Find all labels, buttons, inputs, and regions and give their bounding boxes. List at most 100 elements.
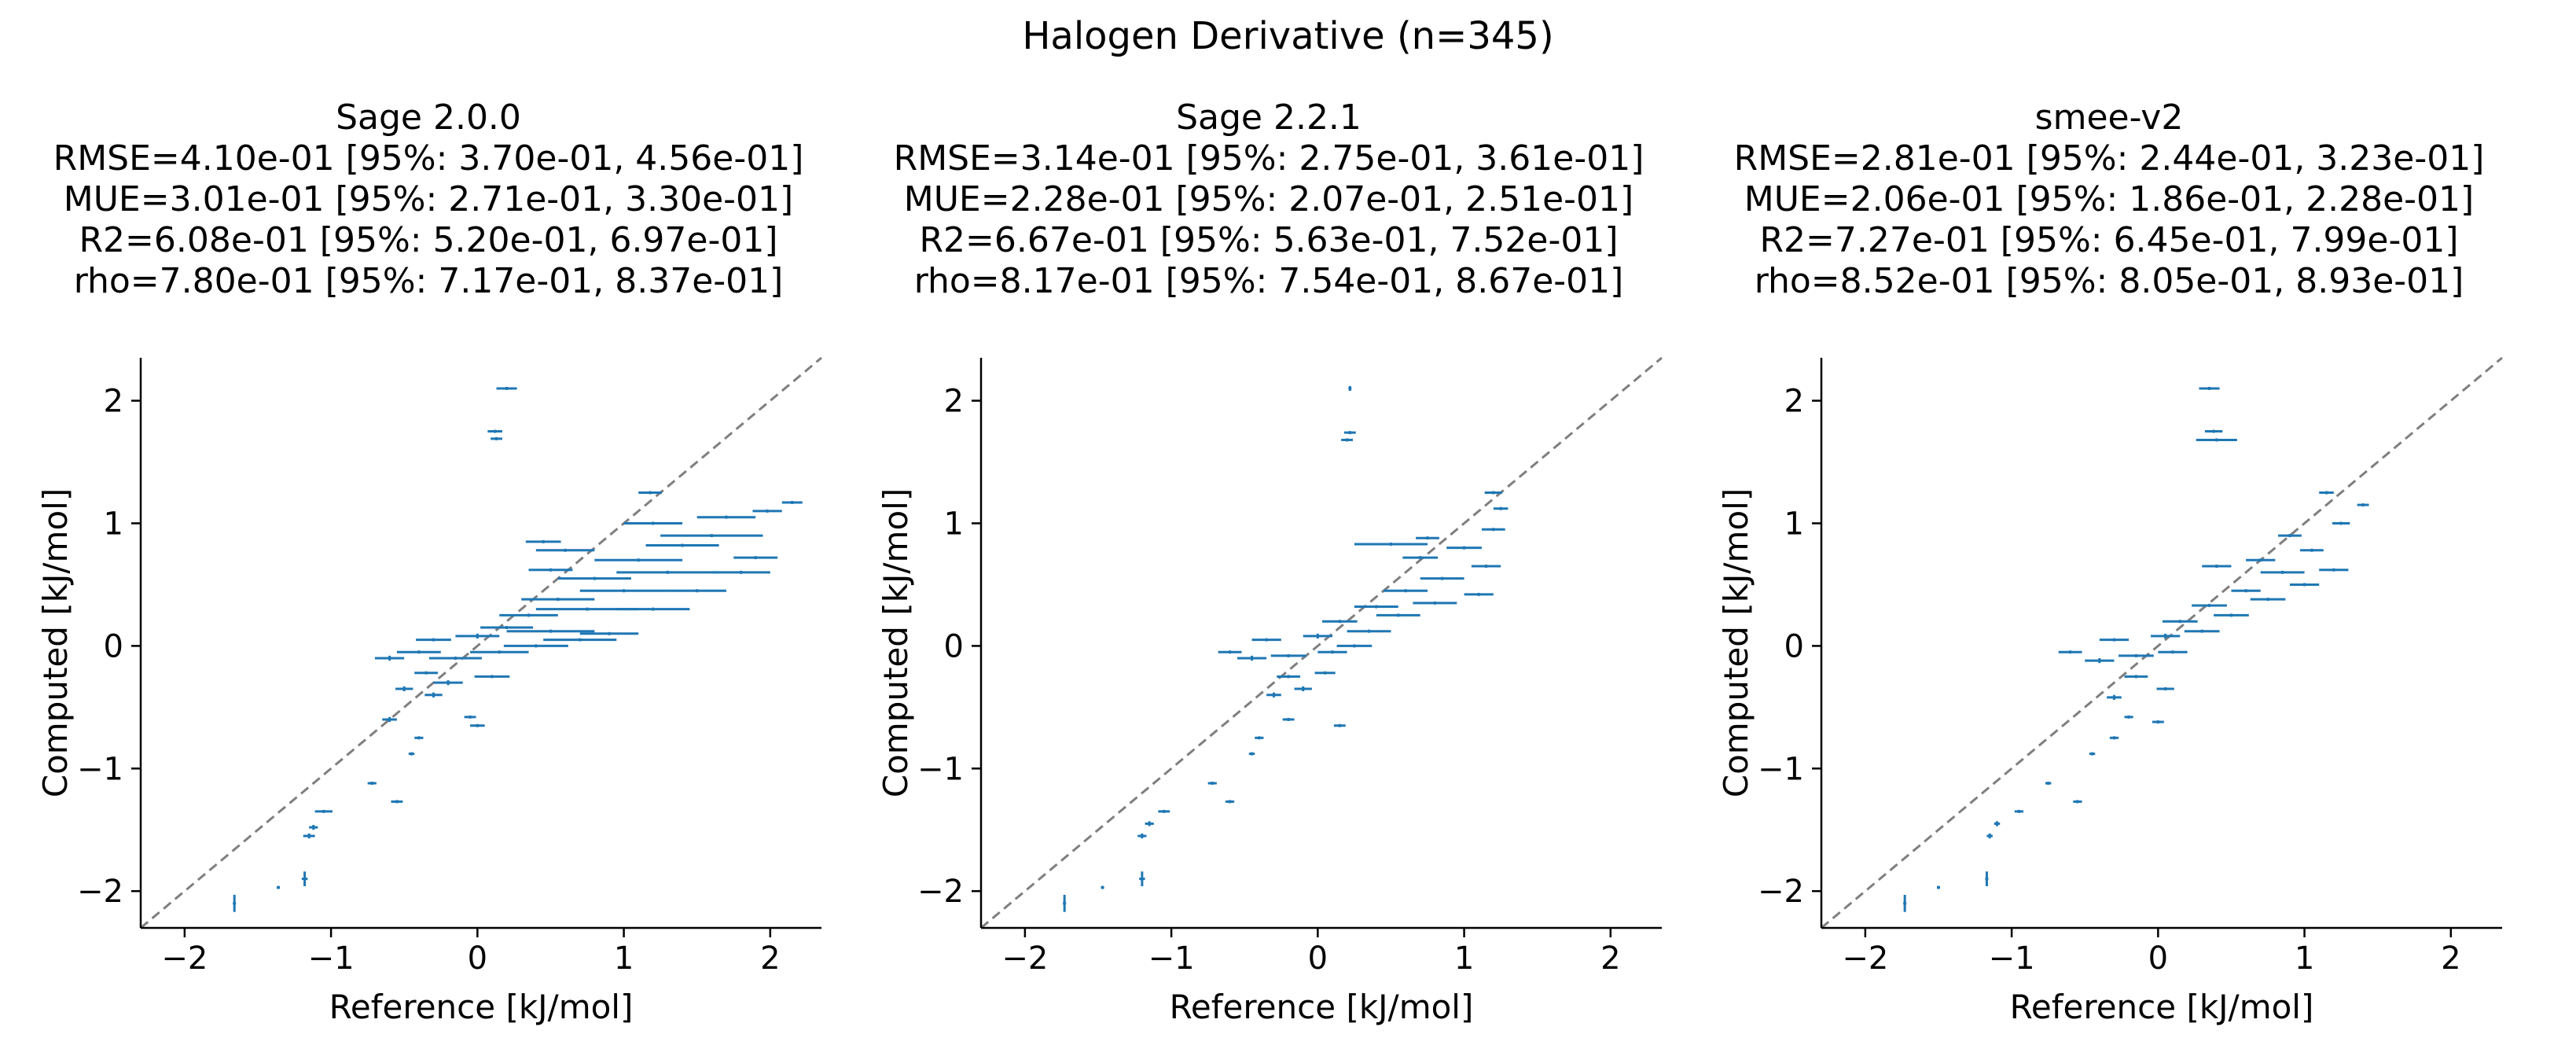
data-point	[594, 558, 683, 562]
stat-rho: rho=8.17e-01 [95%: 7.54e-01, 8.67e-01]	[913, 261, 1624, 301]
data-point	[2124, 675, 2148, 679]
stat-rho: rho=8.52e-01 [95%: 8.05e-01, 8.93e-01]	[1754, 261, 2464, 301]
data-point	[1348, 385, 1352, 392]
data-point	[301, 871, 308, 886]
data-point	[1282, 717, 1295, 721]
x-tick-label: −2	[1001, 940, 1048, 977]
data-point	[1481, 528, 1505, 532]
data-point	[2332, 521, 2350, 525]
data-point	[1446, 546, 1482, 550]
data-point	[277, 885, 281, 889]
scatter-plot: −2 −1 0 1 2 −2 −1 0 1 2 Reference [kJ/mol] Computed…	[1717, 356, 2503, 1026]
panel-title: smee-v2 RMSE=2.81e-01 [95%: 2.44e-01, 3.…	[1716, 98, 2502, 302]
data-point	[1936, 885, 1940, 889]
data-point	[645, 543, 719, 547]
x-tick-label: 0	[2148, 940, 2168, 977]
data-point	[1376, 613, 1420, 617]
scatter-plot: −2 −1 0 1 2 −2 −1 0 1 2 Reference [kJ/mol] Computed…	[876, 356, 1663, 1026]
stat-r2: R2=6.67e-01 [95%: 5.63e-01, 7.52e-01]	[919, 220, 1619, 260]
chart-panel-sage-2-2-1: Sage 2.2.1 RMSE=3.14e-01 [95%: 2.75e-01,…	[876, 0, 1663, 1049]
stat-rmse: RMSE=2.81e-01 [95%: 2.44e-01, 3.23e-01]	[1733, 138, 2485, 179]
data-point	[557, 576, 631, 580]
data-point	[1347, 629, 1391, 633]
data-point	[464, 715, 476, 719]
data-point	[1270, 653, 1306, 657]
x-tick-label: 1	[614, 940, 634, 977]
data-point	[1255, 736, 1264, 740]
data-point	[470, 723, 485, 727]
figure-title: Halogen Derivative (n=345)	[1022, 14, 1554, 58]
data-point	[1303, 633, 1332, 639]
y-tick-label: −1	[917, 751, 964, 787]
data-point	[660, 534, 763, 538]
data-point	[491, 436, 503, 440]
data-point	[2156, 686, 2174, 690]
data-point	[696, 515, 756, 519]
data-point	[1985, 871, 1989, 886]
data-point	[2231, 589, 2261, 593]
data-point	[2289, 583, 2320, 587]
data-point	[2357, 503, 2369, 507]
data-point	[2118, 653, 2154, 657]
data-point	[2299, 548, 2324, 552]
data-point	[1354, 605, 1398, 609]
data-point	[1317, 650, 1347, 654]
data-point	[1321, 620, 1358, 624]
data-point	[2214, 613, 2249, 617]
x-tick-label: −1	[308, 940, 355, 977]
data-point	[233, 894, 237, 912]
x-tick-label: 2	[760, 940, 780, 977]
data-point	[1063, 894, 1067, 912]
data-point	[623, 521, 683, 525]
y-tick-label: 0	[1784, 628, 1804, 664]
x-axis-label: Reference [kJ/mol]	[1170, 988, 1474, 1026]
data-point	[616, 607, 690, 611]
chart-panel-sage-2-0-0: Sage 2.0.0 RMSE=4.10e-01 [95%: 3.70e-01,…	[35, 0, 822, 1049]
data-point	[474, 675, 510, 679]
data-point	[638, 491, 663, 495]
stat-rmse: RMSE=3.14e-01 [95%: 2.75e-01, 3.61e-01]	[893, 138, 1644, 179]
data-point	[433, 680, 463, 686]
stat-mue: MUE=3.01e-01 [95%: 2.71e-01, 3.30e-01]	[63, 179, 794, 219]
data-point	[1226, 800, 1235, 804]
data-point	[503, 644, 568, 648]
y-tick-label: 1	[1784, 506, 1804, 542]
data-point	[1277, 675, 1300, 679]
stat-mue: MUE=2.28e-01 [95%: 2.07e-01, 2.51e-01]	[903, 179, 1634, 219]
data-point	[2107, 694, 2122, 700]
x-tick-label: 1	[1454, 940, 1474, 977]
data-point	[2260, 570, 2305, 574]
stat-rmse: RMSE=4.10e-01 [95%: 3.70e-01, 4.56e-01]	[53, 138, 804, 179]
data-point	[1251, 638, 1281, 642]
scatter-plot: −2 −1 0 1 2 −2 −1 0 1 2 Reference [kJ/mol] Computed…	[36, 356, 822, 1026]
chart-panel-smee-v2: smee-v2 RMSE=2.81e-01 [95%: 2.44e-01, 3.…	[1716, 0, 2503, 1049]
data-point	[2073, 800, 2082, 804]
data-point	[424, 692, 443, 697]
data-point	[303, 833, 315, 839]
data-point	[1343, 431, 1356, 435]
y-tick-label: −2	[77, 874, 123, 910]
y-tick-label: 0	[104, 628, 123, 664]
data-point	[1207, 782, 1217, 786]
data-point	[396, 650, 441, 654]
panel-name: smee-v2	[2034, 98, 2184, 138]
x-tick-label: −2	[1842, 940, 1888, 977]
data-point	[1416, 536, 1439, 540]
data-point	[455, 633, 500, 639]
panel-name: Sage 2.0.0	[336, 98, 521, 138]
data-point	[374, 655, 405, 661]
data-point	[2089, 752, 2096, 756]
data-point	[414, 736, 424, 740]
data-point	[382, 716, 397, 723]
data-point	[535, 548, 595, 552]
x-tick-label: 0	[1308, 940, 1328, 977]
data-point	[414, 671, 439, 675]
data-point	[2196, 438, 2237, 442]
data-point	[1471, 565, 1501, 569]
data-point	[2058, 650, 2082, 654]
data-point	[487, 429, 503, 433]
stat-mue: MUE=2.06e-01 [95%: 1.86e-01, 2.28e-01]	[1744, 179, 2475, 219]
x-tick-label: −1	[1989, 940, 2035, 977]
data-point	[1420, 576, 1464, 580]
data-point	[528, 568, 573, 572]
